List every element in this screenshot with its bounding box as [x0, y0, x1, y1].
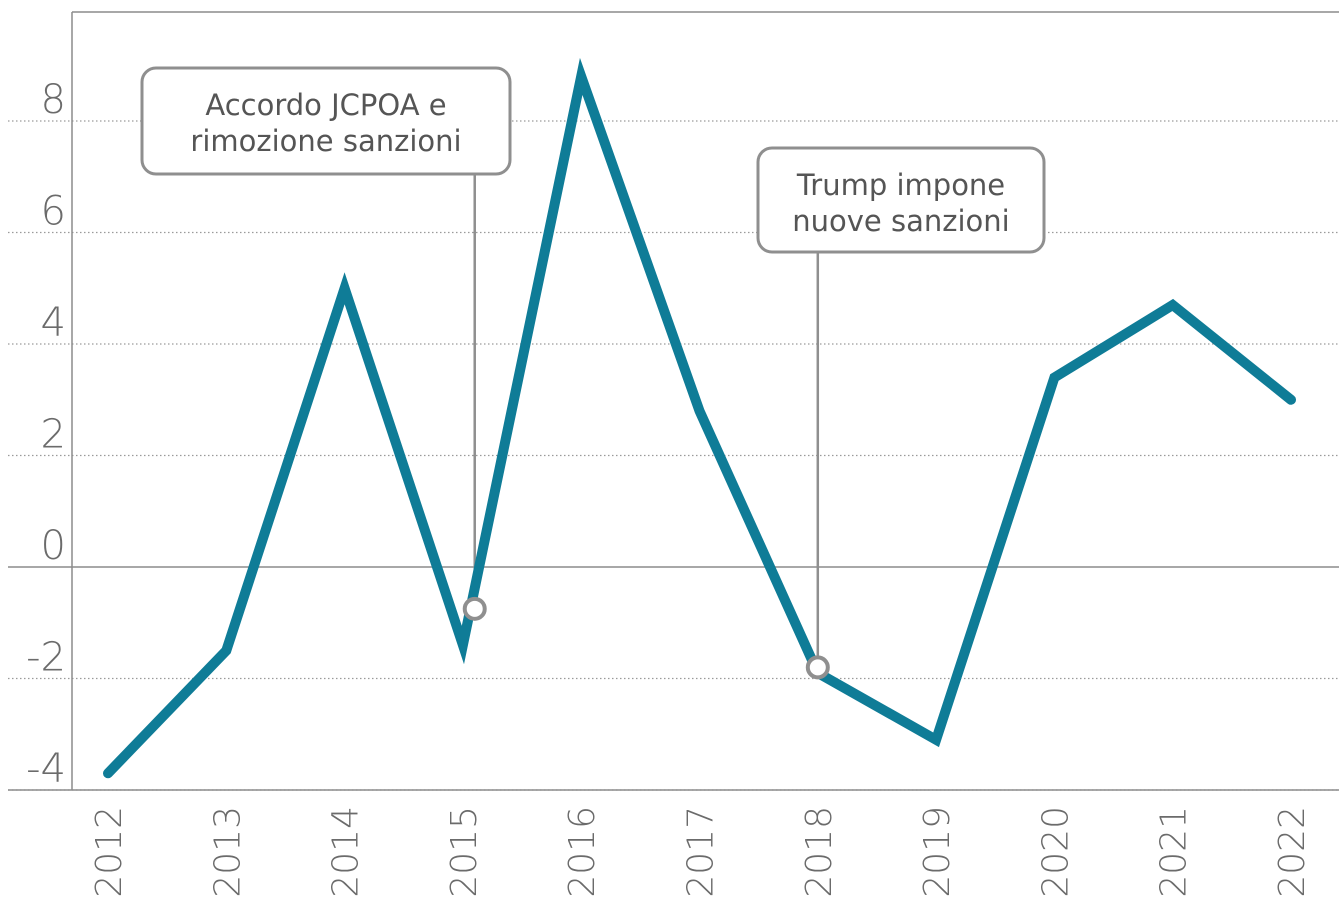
x-tick-label: 2016 — [562, 806, 603, 898]
x-tick-label: 2019 — [917, 806, 958, 898]
x-tick-label: 2020 — [1035, 806, 1076, 898]
series — [103, 57, 1296, 779]
x-tick-label: 2022 — [1272, 806, 1313, 898]
annotation-marker — [462, 596, 487, 621]
x-tick-label: 2014 — [326, 806, 367, 898]
x-tick-label: 2018 — [799, 806, 840, 898]
annotation-leaders — [473, 174, 820, 668]
y-tick-label: 2 — [41, 412, 66, 458]
series-line — [103, 57, 1296, 779]
x-tick-label: 2012 — [89, 806, 130, 898]
annotation-marker — [805, 655, 830, 680]
y-axis-tick-labels: 8 6 4 2 0 -2 -4 — [26, 77, 66, 792]
annotation-text: Accordo JCPOA e — [205, 88, 446, 122]
y-tick-label: -4 — [26, 746, 66, 792]
y-tick-label: 0 — [41, 523, 66, 569]
x-tick-label: 2015 — [444, 806, 485, 898]
x-axis-tick-labels: 2012 2013 2014 2015 2016 2017 2018 2019 2020 2021… — [89, 806, 1313, 898]
y-tick-label: 6 — [41, 189, 66, 235]
x-tick-label: 2013 — [207, 806, 248, 898]
annotation-box — [140, 66, 512, 176]
grid-lines — [8, 120, 1339, 791]
annotation-box — [756, 146, 1046, 254]
y-tick-label: 8 — [41, 77, 66, 123]
axes — [8, 11, 1339, 791]
y-tick-label: -2 — [26, 635, 66, 681]
x-tick-label: 2021 — [1154, 806, 1195, 898]
x-tick-label: 2017 — [681, 806, 722, 898]
annotation-text: Trump impone — [796, 168, 1005, 202]
annotation-text: rimozione sanzioni — [190, 124, 461, 158]
annotation-text: nuove sanzioni — [792, 204, 1009, 238]
y-tick-label: 4 — [41, 300, 66, 346]
